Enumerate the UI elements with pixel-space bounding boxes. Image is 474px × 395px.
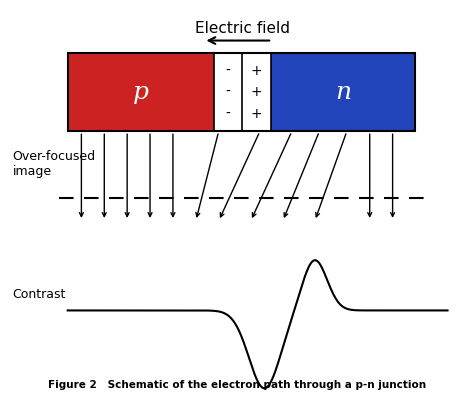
Bar — [271, 53, 416, 131]
Text: -: - — [226, 64, 230, 77]
Text: Contrast: Contrast — [13, 288, 66, 301]
Text: +: + — [251, 85, 263, 100]
Bar — [242, 53, 271, 131]
Text: Over-focused
image: Over-focused image — [13, 150, 96, 179]
Text: -: - — [226, 85, 230, 100]
Bar — [214, 53, 242, 131]
Text: +: + — [251, 107, 263, 121]
Text: Electric field: Electric field — [195, 21, 290, 36]
Bar — [68, 53, 214, 131]
Text: -: - — [226, 107, 230, 121]
Text: Figure 2   Schematic of the electron path through a p-n junction: Figure 2 Schematic of the electron path … — [48, 380, 426, 390]
Text: +: + — [251, 64, 263, 77]
Text: n: n — [335, 81, 351, 104]
Text: p: p — [133, 81, 149, 104]
Bar — [68, 53, 416, 131]
